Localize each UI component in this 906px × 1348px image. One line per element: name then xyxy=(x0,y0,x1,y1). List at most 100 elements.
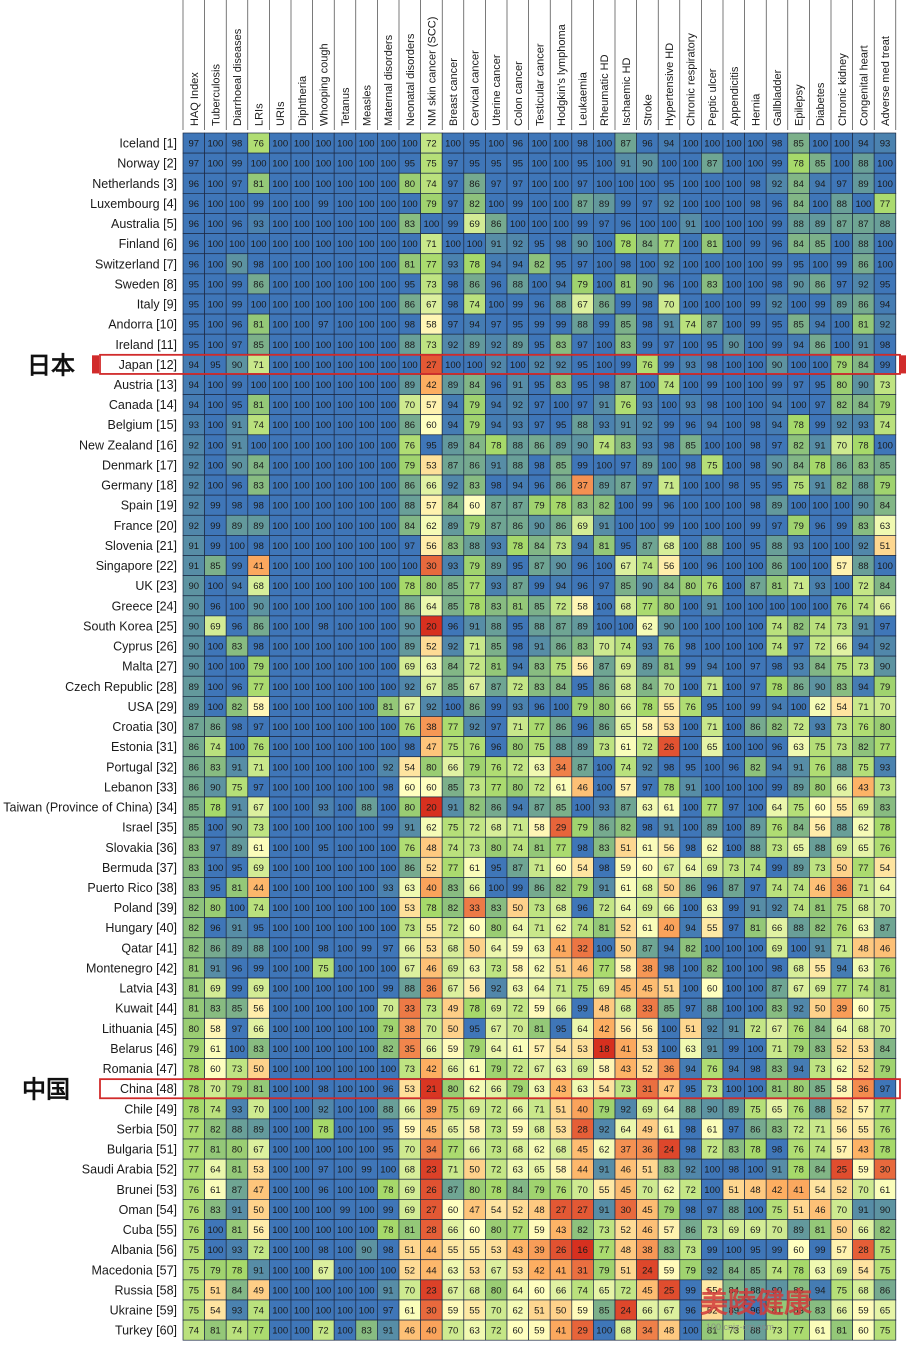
cell-value: 100 xyxy=(359,139,375,150)
cell-value: 85 xyxy=(793,139,804,150)
row-label: Israel [35] xyxy=(122,821,177,835)
cell-value: 100 xyxy=(747,219,763,230)
cell-value: 97 xyxy=(253,722,264,733)
cell-value: 30 xyxy=(426,1306,437,1317)
cell-value: 100 xyxy=(337,1326,353,1337)
cell-value: 50 xyxy=(837,863,848,874)
cell-value: 100 xyxy=(315,903,331,914)
cell-value: 68 xyxy=(642,883,653,894)
cell-value: 99 xyxy=(729,903,740,914)
cell-value: 99 xyxy=(318,199,329,210)
cell-value: 75 xyxy=(880,1326,891,1337)
cell-value: 97 xyxy=(577,400,588,411)
cell-value: 83 xyxy=(772,1064,783,1075)
cell-value: 100 xyxy=(359,159,375,170)
cell-value: 54 xyxy=(491,1205,502,1216)
cell-value: 85 xyxy=(880,460,891,471)
cell-value: 67 xyxy=(664,1306,675,1317)
cell-value: 100 xyxy=(272,420,288,431)
cell-value: 66 xyxy=(426,1044,437,1055)
cell-value: 100 xyxy=(207,239,223,250)
cell-value: 65 xyxy=(880,1306,891,1317)
cell-value: 100 xyxy=(726,782,742,793)
cell-value: 100 xyxy=(553,702,569,713)
cell-value: 100 xyxy=(661,1044,677,1055)
cell-value: 97 xyxy=(448,320,459,331)
cell-value: 94 xyxy=(491,400,502,411)
cell-value: 100 xyxy=(791,601,807,612)
cell-value: 92 xyxy=(189,501,200,512)
cell-value: 98 xyxy=(513,642,524,653)
cell-value: 81 xyxy=(880,984,891,995)
cell-value: 100 xyxy=(294,1044,310,1055)
row-label: Lithuania [45] xyxy=(102,1022,177,1036)
cell-value: 76 xyxy=(642,360,653,371)
cell-value: 87 xyxy=(534,561,545,572)
cell-value: 100 xyxy=(337,1165,353,1176)
cell-value: 50 xyxy=(253,1205,264,1216)
cell-value: 70 xyxy=(642,1185,653,1196)
cell-value: 81 xyxy=(534,843,545,854)
cell-value: 96 xyxy=(664,279,675,290)
cell-value: 60 xyxy=(556,863,567,874)
cell-value: 100 xyxy=(207,139,223,150)
cell-value: 100 xyxy=(294,662,310,673)
cell-value: 99 xyxy=(642,501,653,512)
cell-value: 58 xyxy=(426,320,437,331)
cell-value: 90 xyxy=(189,601,200,612)
cell-value: 86 xyxy=(189,762,200,773)
cell-value: 82 xyxy=(772,722,783,733)
cell-value: 90 xyxy=(232,823,243,834)
cell-value: 98 xyxy=(772,279,783,290)
cell-value: 100 xyxy=(531,159,547,170)
cell-value: 100 xyxy=(359,722,375,733)
cell-value: 100 xyxy=(747,601,763,612)
cell-value: 85 xyxy=(491,642,502,653)
cell-value: 88 xyxy=(685,1104,696,1115)
cell-value: 100 xyxy=(337,279,353,290)
cell-value: 27 xyxy=(556,1205,567,1216)
cell-value: 94 xyxy=(577,541,588,552)
cell-value: 80 xyxy=(210,903,221,914)
cell-value: 78 xyxy=(405,581,416,592)
cell-value: 100 xyxy=(726,400,742,411)
cell-value: 74 xyxy=(772,621,783,632)
cell-value: 82 xyxy=(837,400,848,411)
cell-value: 100 xyxy=(315,1024,331,1035)
cell-value: 100 xyxy=(359,1044,375,1055)
cell-value: 86 xyxy=(253,621,264,632)
cell-value: 92 xyxy=(685,1165,696,1176)
cell-value: 86 xyxy=(556,642,567,653)
cell-value: 80 xyxy=(189,1024,200,1035)
cell-value: 74 xyxy=(253,903,264,914)
cell-value: 75 xyxy=(880,1245,891,1256)
cell-value: 90 xyxy=(556,561,567,572)
cell-value: 100 xyxy=(683,903,699,914)
cell-value: 67 xyxy=(405,963,416,974)
cell-value: 97 xyxy=(577,259,588,270)
cell-value: 91 xyxy=(858,1205,869,1216)
cell-value: 100 xyxy=(272,1285,288,1296)
cell-value: 45 xyxy=(426,1124,437,1135)
cell-value: 100 xyxy=(596,782,612,793)
cell-value: 100 xyxy=(402,561,418,572)
cell-value: 94 xyxy=(772,762,783,773)
cell-value: 100 xyxy=(834,139,850,150)
cell-value: 59 xyxy=(513,943,524,954)
cell-value: 100 xyxy=(683,501,699,512)
column-header: Maternal disorders xyxy=(383,34,395,126)
cell-value: 62 xyxy=(599,1145,610,1156)
cell-value: 82 xyxy=(469,803,480,814)
cell-value: 91 xyxy=(750,903,761,914)
cell-value: 100 xyxy=(596,159,612,170)
cell-value: 95 xyxy=(383,1145,394,1156)
cell-value: 91 xyxy=(707,601,718,612)
cell-value: 39 xyxy=(426,1104,437,1115)
cell-value: 100 xyxy=(359,320,375,331)
cell-value: 80 xyxy=(491,923,502,934)
cell-value: 77 xyxy=(793,1326,804,1337)
cell-value: 100 xyxy=(359,762,375,773)
cell-value: 89 xyxy=(405,380,416,391)
cell-value: 91 xyxy=(664,823,675,834)
cell-value: 85 xyxy=(815,239,826,250)
